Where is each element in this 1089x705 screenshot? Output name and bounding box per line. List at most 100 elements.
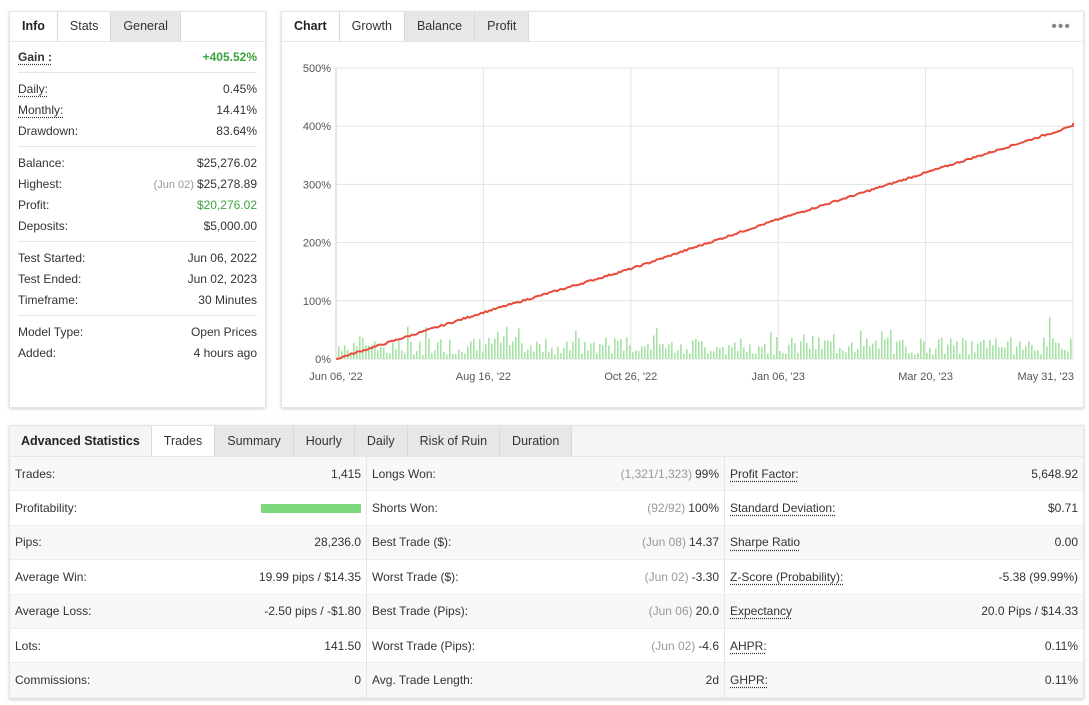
stat-label[interactable]: Sharpe Ratio [730, 535, 801, 550]
stat-value: 28,236.0 [314, 535, 361, 550]
volume-bar [716, 346, 718, 359]
tab-risk-of-ruin[interactable]: Risk of Ruin [407, 426, 501, 456]
volume-bar [656, 327, 658, 359]
stat-value-wrap: (Jun 06) 20.0 [649, 604, 719, 618]
tab-duration[interactable]: Duration [500, 426, 573, 456]
daily-label[interactable]: Daily: [18, 81, 49, 96]
stat-label: Avg. Trade Length: [372, 673, 474, 688]
stat-label[interactable]: Z-Score (Probability): [730, 569, 844, 584]
volume-bar [641, 346, 643, 359]
volume-bar [905, 346, 907, 359]
chart-panel: Chart Growth Balance Profit ••• 0% 100% 20… [281, 11, 1084, 408]
drawdown-row: Drawdown: 83.64% [18, 120, 257, 141]
stat-value: 0.11% [1044, 673, 1078, 688]
stat-label[interactable]: GHPR: [730, 673, 769, 688]
stat-value: 0 [354, 673, 361, 688]
timeframe-label: Timeframe: [18, 292, 79, 307]
stat-label[interactable]: Profit Factor: [730, 466, 799, 481]
volume-bar [590, 343, 592, 359]
profit-label: Profit: [18, 197, 50, 212]
tab-hourly[interactable]: Hourly [293, 426, 355, 456]
volume-bar [584, 341, 586, 359]
volume-bar [1052, 338, 1054, 359]
volume-bar [1004, 347, 1006, 359]
tab-general[interactable]: General [111, 12, 181, 41]
volume-bar [677, 350, 679, 359]
tab-stats[interactable]: Stats [57, 12, 112, 41]
stat-detail: (Jun 02) [651, 638, 696, 653]
volume-bar [743, 347, 745, 359]
stat-label[interactable]: Standard Deviation: [730, 501, 836, 516]
volume-bar [401, 350, 403, 359]
monthly-label[interactable]: Monthly: [18, 102, 64, 117]
tab-chart[interactable]: Chart [282, 12, 340, 41]
tab-growth[interactable]: Growth [339, 12, 405, 41]
stat-label: Best Trade (Pips): [372, 604, 469, 619]
stats-column-1: Trades: 1,415 Profitability: Pips: 28,236.… [10, 457, 367, 698]
volume-bar [350, 353, 352, 359]
balance-label: Balance: [18, 155, 65, 170]
volume-bar [338, 346, 340, 359]
tab-daily[interactable]: Daily [354, 426, 408, 456]
volume-bar [479, 339, 481, 359]
stat-label[interactable]: AHPR: [730, 638, 767, 653]
volume-bar [821, 348, 823, 359]
volume-bar [929, 347, 931, 359]
volume-bar [557, 346, 559, 359]
volume-bar [377, 350, 379, 359]
chart-y-ticks: 0% 100% 200% 300% 400% 500% [303, 63, 331, 366]
volume-bar [746, 351, 748, 359]
volume-bar [536, 341, 538, 359]
volume-bar [776, 337, 778, 359]
balance-value: $25,276.02 [196, 155, 257, 170]
divider [18, 315, 257, 316]
volume-bar [392, 342, 394, 359]
volume-bar [884, 339, 886, 359]
volume-bar [533, 351, 535, 359]
tab-info[interactable]: Info [10, 12, 58, 41]
volume-bar [971, 340, 973, 359]
stat-label[interactable]: Expectancy [730, 604, 793, 619]
volume-bar [710, 350, 712, 359]
volume-bar [344, 345, 346, 359]
drawdown-label: Drawdown: [18, 123, 79, 138]
volume-bar [554, 354, 556, 359]
stat-detail: (92/92) [647, 501, 686, 516]
volume-bar [449, 339, 451, 359]
volume-bar [854, 352, 856, 359]
volume-bar [833, 334, 835, 359]
test-started-value: Jun 06, 2022 [187, 250, 257, 265]
y-tick-label: 300% [303, 179, 331, 191]
volume-bar [704, 347, 706, 359]
volume-bar [800, 341, 802, 359]
volume-bar [341, 350, 343, 359]
gain-value: +405.52% [202, 49, 257, 64]
volume-bar [497, 331, 499, 359]
volume-bar [443, 351, 445, 359]
volume-bar [548, 352, 550, 359]
stat-label: Longs Won: [372, 466, 436, 481]
volume-bar [542, 351, 544, 359]
volume-bar [1028, 341, 1030, 359]
tab-summary[interactable]: Summary [215, 426, 294, 456]
volume-bar [1034, 350, 1036, 359]
stat-value-wrap: (Jun 02) -4.6 [651, 639, 719, 653]
tab-trades[interactable]: Trades [151, 426, 216, 456]
volume-bar [386, 352, 388, 359]
x-tick-label: Mar 20, '23 [898, 371, 953, 383]
stat-label: Commissions: [15, 673, 91, 688]
tab-advanced-statistics[interactable]: Advanced Statistics [10, 426, 152, 456]
stat-value: 20.0 Pips / $14.33 [981, 604, 1078, 619]
deposits-row: Deposits: $5,000.00 [18, 215, 257, 236]
volume-bar [452, 354, 454, 359]
advanced-grid: Trades: 1,415 Profitability: Pips: 28,236.… [10, 457, 1083, 698]
stats-column-2: Longs Won: (1,321/1,323) 99% Shorts Won: (9… [367, 457, 725, 698]
tab-balance[interactable]: Balance [404, 12, 476, 41]
stat-value: -4.6 [698, 638, 719, 653]
more-dots-icon[interactable]: ••• [1051, 18, 1071, 35]
volume-bar [365, 345, 367, 359]
volume-bar [632, 352, 634, 359]
highest-date: (Jun 02) [153, 178, 194, 191]
tab-profit[interactable]: Profit [475, 12, 530, 41]
gain-label[interactable]: Gain : [18, 49, 53, 64]
